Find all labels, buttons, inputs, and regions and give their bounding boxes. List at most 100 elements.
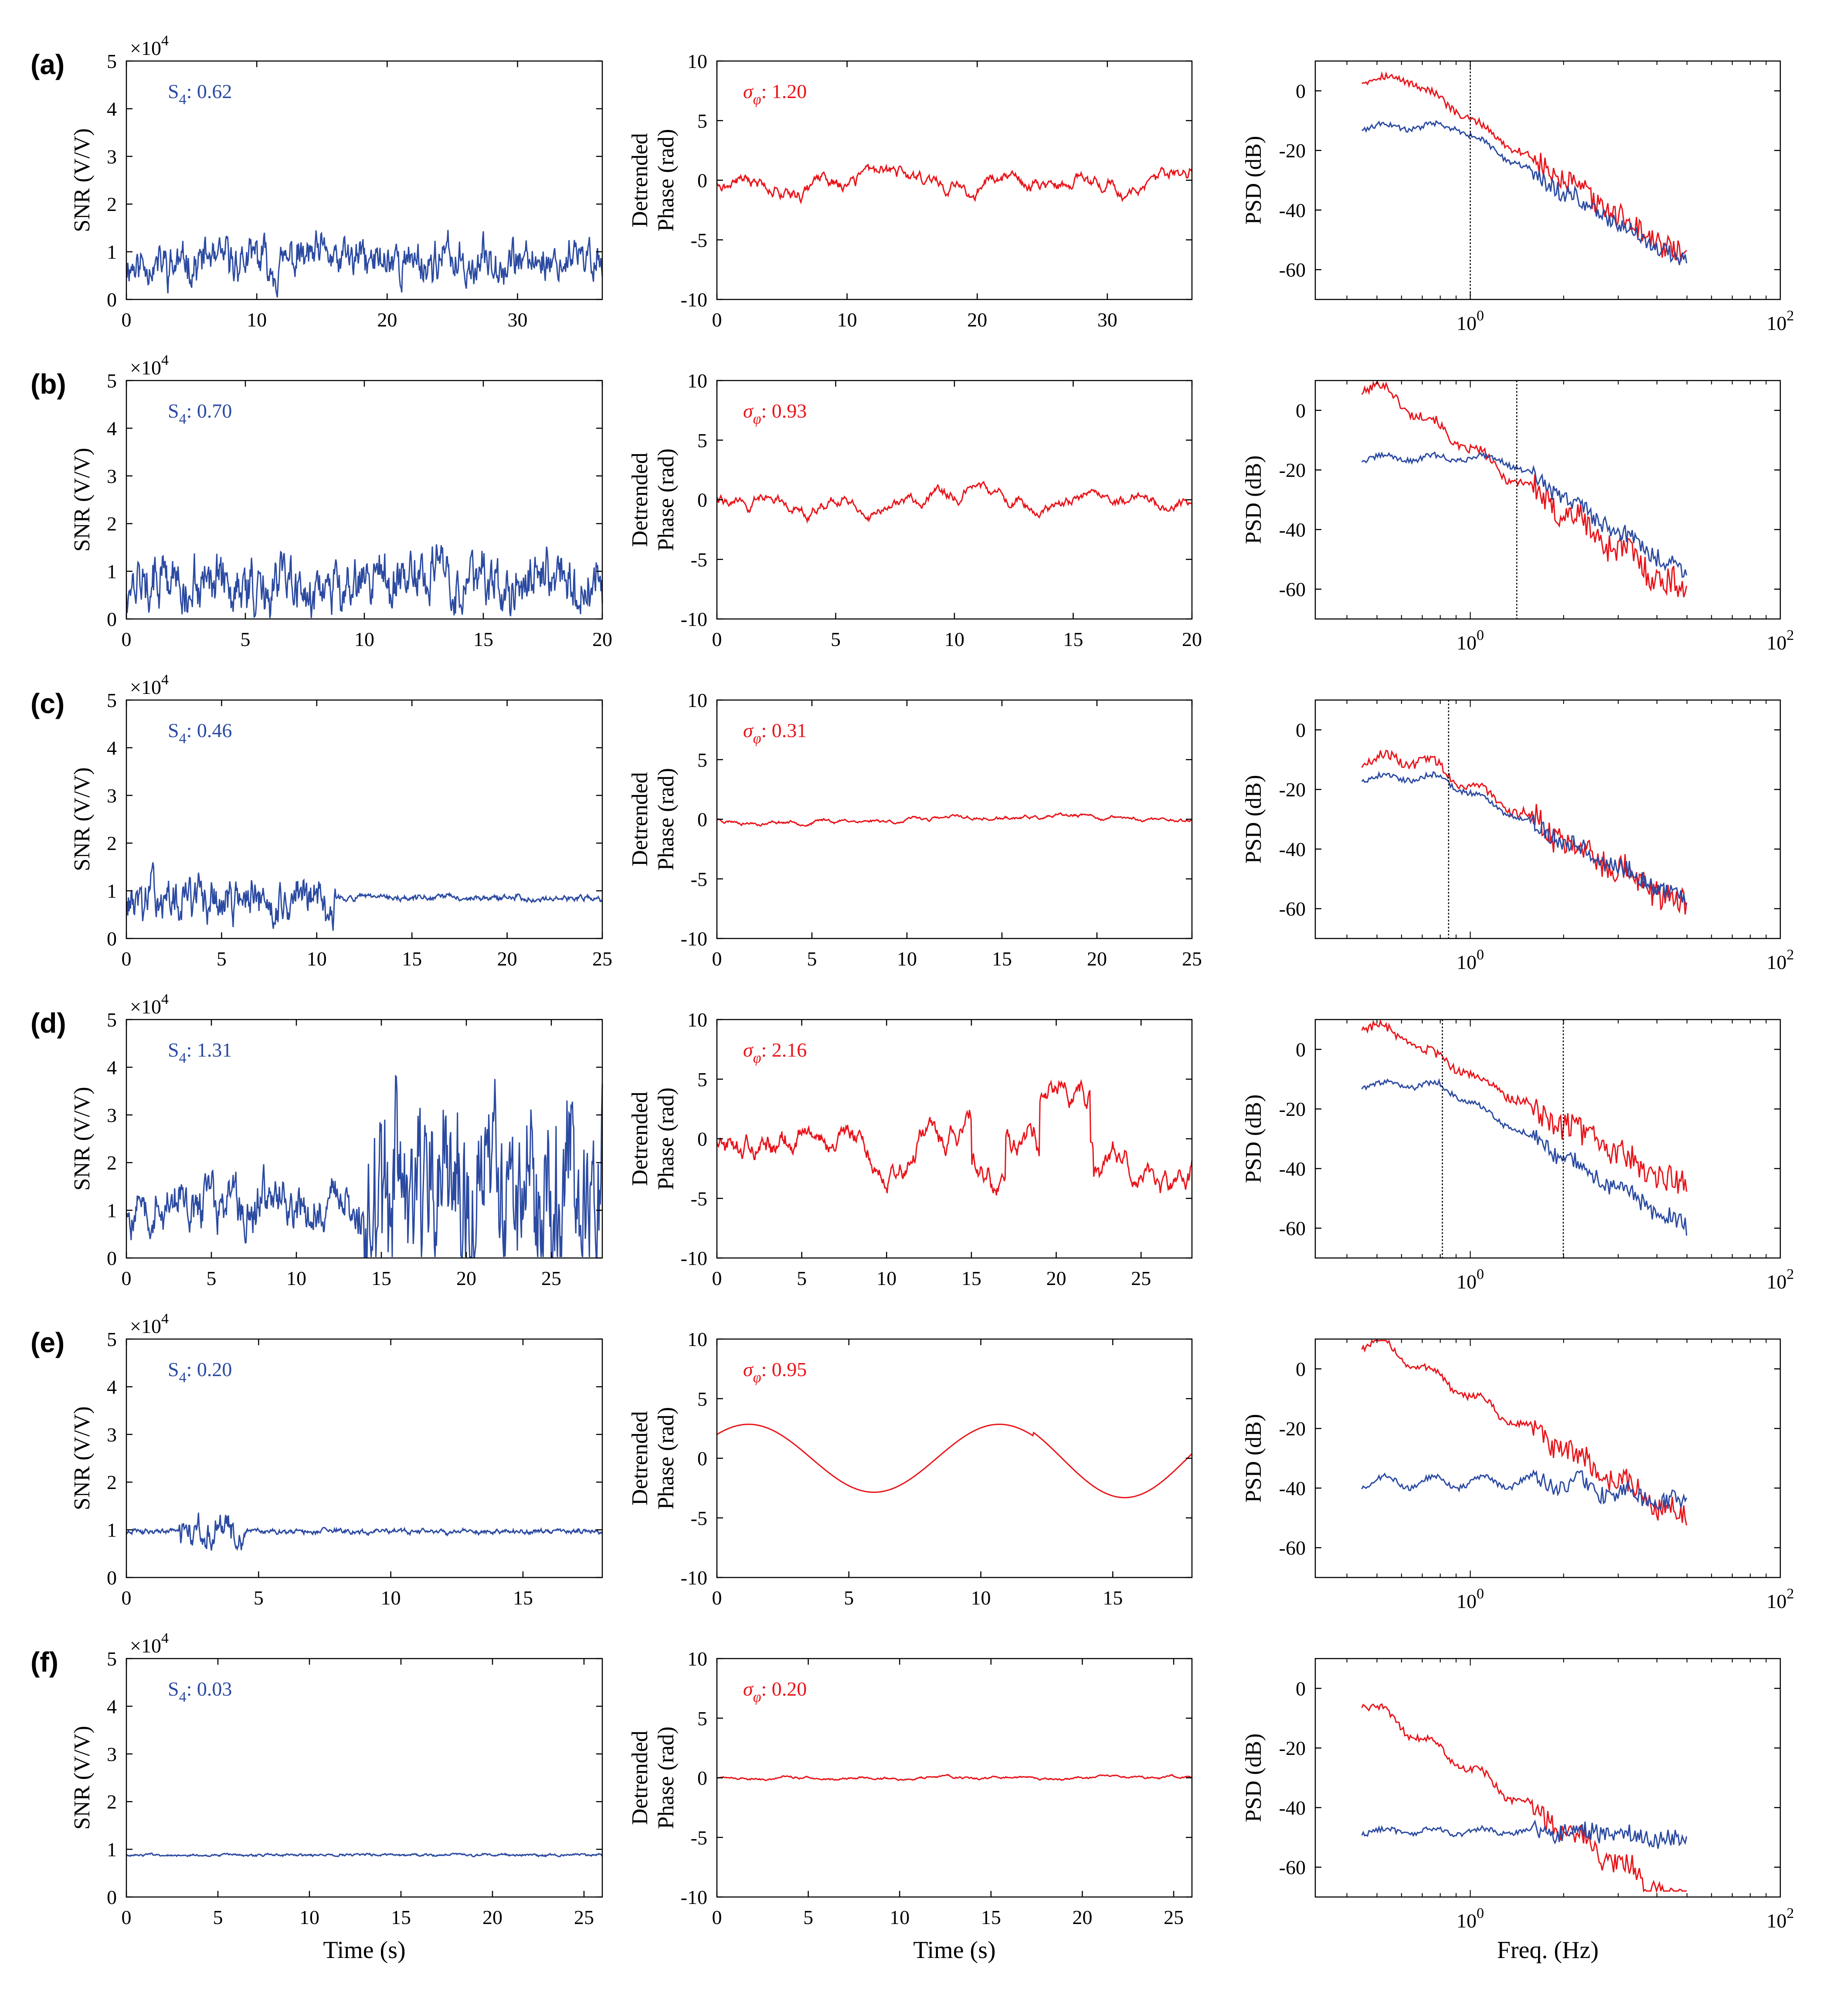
snr-ytick-label: 2 [107,1791,117,1813]
snr-exponent-base: ×10 [130,676,161,698]
snr-ytick-label: 1 [107,561,117,583]
sigma-phi-value: 0.31 [772,719,807,741]
psd-xtick-label: 100 [1456,1266,1484,1293]
phase-series-line [716,812,1192,827]
phase-xtick-label: 20 [967,309,987,331]
psd-ytick-label: -40 [1279,1477,1306,1499]
snr-xtick-label: 20 [377,309,397,331]
phase-xtick-label: 15 [981,1906,1001,1928]
phase-series-line [716,1079,1193,1196]
psd-axes-box [1314,1019,1781,1259]
psd-ytick-label: -20 [1279,779,1306,801]
s4-value: 1.31 [197,1039,232,1061]
panel-label: (b) [31,368,66,400]
snr-exponent-base: ×10 [130,1635,161,1657]
phase-plot: -10 -5 0 5 10 0 5 10 15 20 Detrended Phase (rad) σφ:… [628,370,1202,650]
panel-label: (f) [31,1646,58,1678]
snr-exponent-power: 4 [161,672,169,688]
psd-xtick-power: 0 [1477,1266,1484,1282]
snr-ytick-label: 3 [107,1743,117,1765]
snr-xtick-label: 5 [207,1267,217,1289]
snr-xtick-label: 15 [402,948,422,970]
snr-ytick-label: 0 [107,1567,117,1589]
psd-snr-spectrum-line [1361,771,1687,906]
snr-exponent-power: 4 [161,1630,169,1646]
sigma-phi-value: 0.20 [772,1678,807,1700]
phase-xtick-label: 5 [807,948,817,970]
phase-xtick-label: 0 [712,309,722,331]
sigma-phi-annotation: σφ: 0.95 [743,1358,807,1386]
phase-xtick-label: 10 [889,1906,910,1928]
snr-ytick-label: 2 [107,193,117,215]
phase-xtick-label: 5 [803,1906,813,1928]
phase-xtick-label: 0 [712,1906,722,1928]
phase-xtick-label: 25 [1131,1267,1151,1289]
s4-annotation: S4: 0.46 [168,719,232,747]
snr-xtick-label: 10 [381,1587,401,1609]
psd-phase-spectrum-line [1361,380,1687,598]
psd-xtick-base: 10 [1767,951,1787,973]
phase-series-line [716,163,1193,204]
phase-ytick-label: -10 [681,608,707,630]
snr-series-line [126,1513,603,1551]
panel-label: (d) [31,1007,66,1039]
psd-snr-spectrum-line [1361,1469,1687,1511]
psd-ytick-label: -40 [1279,519,1306,541]
phase-plot: -10 -5 0 5 10 0 5 10 15 Detrended Phase (rad) σφ: 0… [628,1328,1193,1609]
snr-ylabel: SNR (V/V) [70,1087,95,1190]
psd-xtick-label: 102 [1767,1586,1794,1612]
time-xlabel: Time (s) [323,1937,405,1964]
phase-xtick-label: 15 [1063,628,1083,650]
s4-subscript: 4 [179,1050,187,1066]
psd-ytick-label: -60 [1279,578,1306,601]
phase-ylabel-line1: Detrended [628,452,652,547]
snr-exponent-power: 4 [161,1311,169,1327]
psd-phase-spectrum-line [1361,1339,1687,1526]
s4-symbol: S [168,1358,179,1380]
psd-xtick-power: 2 [1787,627,1794,643]
snr-exponent-label: ×104 [130,991,169,1018]
snr-ytick-label: 1 [107,1200,117,1222]
phase-xtick-label: 5 [844,1587,854,1609]
snr-series-line [126,1852,603,1858]
sigma-phi-value: 1.20 [772,80,807,102]
psd-ylabel: PSD (dB) [1241,136,1266,225]
snr-exponent-power: 4 [161,33,169,49]
psd-ytick-label: -60 [1279,898,1306,920]
phase-plot: -10 -5 0 5 10 0 10 20 30 Detrended Phase (rad) σφ: … [628,50,1193,331]
s4-annotation: S4: 0.20 [168,1358,232,1386]
psd-xtick-label: 100 [1456,1905,1484,1932]
snr-ytick-label: 5 [107,1328,117,1350]
snr-ytick-label: 4 [107,98,117,120]
psd-axes-box [1314,1658,1781,1898]
phase-ytick-label: -10 [681,1886,707,1908]
psd-ytick-label: -40 [1279,199,1306,221]
psd-ytick-label: -60 [1279,1537,1306,1559]
sigma-symbol: σ [743,1678,754,1700]
panel-label: (c) [31,688,65,719]
snr-ytick-label: 1 [107,880,117,902]
s4-symbol: S [168,719,179,741]
snr-ytick-label: 1 [107,241,117,263]
phase-xtick-label: 10 [876,1267,896,1289]
psd-snr-spectrum-line [1361,1819,1687,1849]
psd-ylabel: PSD (dB) [1241,1414,1266,1503]
phase-ytick-label: 0 [697,170,707,192]
phase-ytick-label: -5 [691,868,707,890]
sigma-colon: : [761,1039,772,1061]
phase-ytick-label: 10 [687,50,707,72]
snr-xtick-label: 15 [371,1267,391,1289]
psd-xtick-base: 10 [1767,1590,1787,1612]
snr-xtick-label: 30 [508,309,528,331]
phase-xtick-label: 20 [1046,1267,1066,1289]
psd-xtick-power: 2 [1787,1266,1794,1282]
phase-xtick-label: 10 [837,309,857,331]
